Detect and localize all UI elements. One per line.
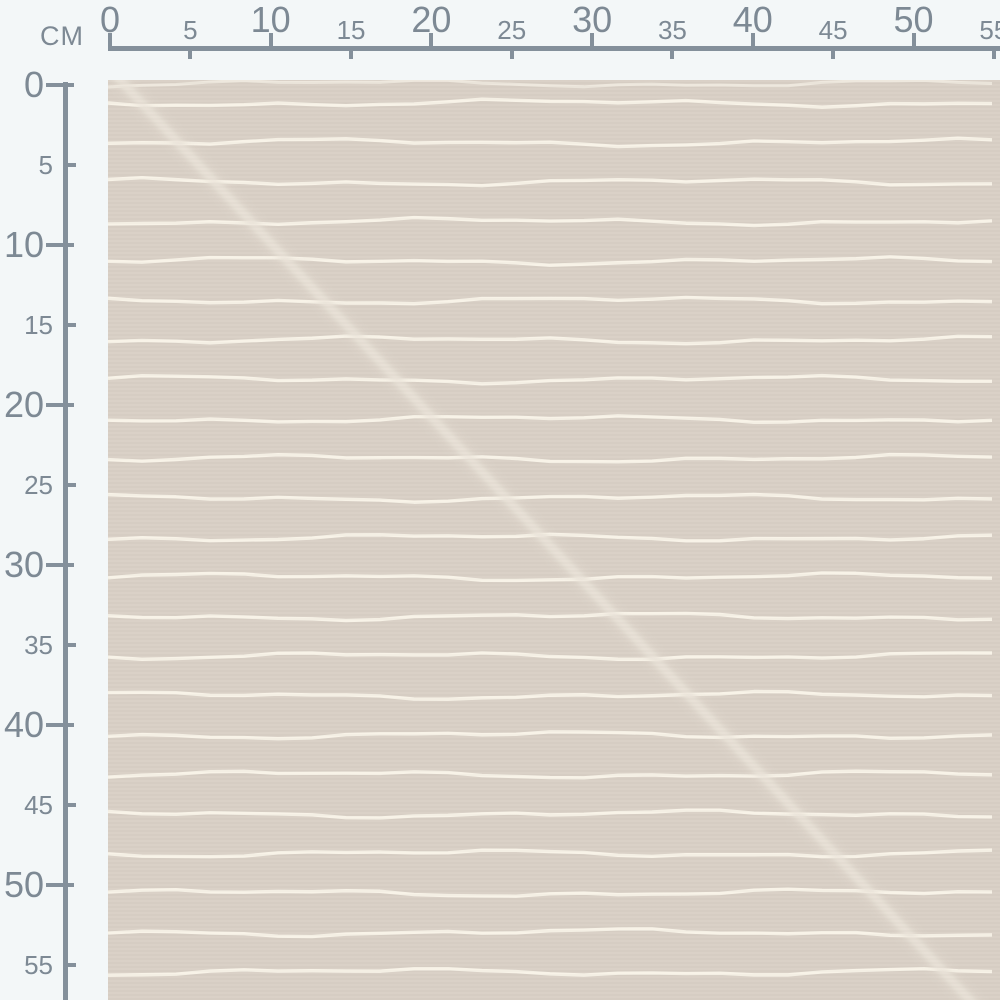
- v-ruler-minor-tick: [63, 483, 76, 487]
- v-ruler-label: 0: [23, 64, 44, 105]
- stripe-line: [108, 927, 993, 939]
- h-ruler-label: 30: [572, 0, 613, 40]
- v-ruler-label: 50: [3, 864, 44, 905]
- stripe-line: [108, 452, 993, 464]
- h-ruler-label: 15: [336, 15, 366, 45]
- fabric-stripe-pattern: [108, 80, 993, 1000]
- stripe-line: [108, 255, 993, 267]
- stripe-line: [108, 887, 993, 898]
- v-ruler-label: 55: [24, 950, 53, 980]
- h-ruler-label: 50: [893, 0, 934, 40]
- stripe-line: [108, 611, 993, 623]
- h-ruler-major-tick: [268, 33, 273, 51]
- fold-crease-line: [108, 80, 982, 1000]
- h-ruler-major-tick: [429, 33, 434, 51]
- stripe-line: [108, 295, 993, 306]
- v-ruler-label: 15: [24, 310, 53, 340]
- stripe-line: [108, 414, 993, 425]
- v-ruler-label: 20: [3, 384, 44, 425]
- fabric-swatch: [108, 80, 1000, 1000]
- h-ruler-minor-tick: [349, 46, 354, 59]
- h-ruler-label: 55: [979, 15, 1000, 45]
- v-ruler-label: 40: [3, 704, 44, 745]
- v-ruler-major-tick: [46, 243, 74, 247]
- h-ruler-major-tick: [590, 33, 595, 51]
- v-ruler-minor-tick: [63, 163, 76, 167]
- h-ruler-label: 45: [818, 15, 848, 45]
- v-ruler-minor-tick: [63, 803, 76, 807]
- v-ruler-label: 30: [3, 544, 44, 585]
- v-ruler-minor-tick: [63, 643, 76, 647]
- v-ruler-label: 5: [38, 150, 53, 180]
- h-ruler-major-tick: [911, 33, 916, 51]
- v-ruler-major-tick: [46, 883, 74, 887]
- h-ruler-minor-tick: [991, 46, 996, 59]
- v-ruler-major-tick: [46, 563, 74, 567]
- h-ruler-minor-tick: [670, 46, 675, 59]
- h-ruler-minor-tick: [831, 46, 836, 59]
- stripe-line: [108, 334, 993, 346]
- stripe-line: [108, 97, 993, 109]
- h-ruler-minor-tick: [509, 46, 514, 59]
- v-ruler-label: 10: [3, 224, 44, 265]
- stripe-line: [108, 651, 993, 662]
- stripe-line: [108, 689, 993, 701]
- h-ruler-label: 10: [250, 0, 291, 40]
- v-ruler-label: 45: [24, 790, 53, 820]
- v-ruler-minor-tick: [63, 323, 76, 327]
- stripe-line: [108, 848, 993, 859]
- stripe-line: [108, 176, 993, 188]
- stripe-line: [108, 769, 993, 780]
- v-ruler-major-tick: [46, 83, 74, 87]
- v-ruler-major-tick: [46, 403, 74, 407]
- ruler-unit-label: CM: [40, 21, 84, 51]
- stripe-line: [108, 373, 993, 386]
- h-ruler-label: 25: [497, 15, 527, 45]
- stripe-line: [108, 571, 993, 583]
- v-ruler-major-tick: [46, 723, 74, 727]
- horizontal-ruler-line: [108, 46, 1000, 51]
- stripe-line: [108, 492, 993, 504]
- stripe-line: [108, 730, 993, 741]
- vertical-ruler-line: [63, 82, 68, 1000]
- h-ruler-major-tick: [750, 33, 755, 51]
- stripe-line: [108, 808, 993, 820]
- h-ruler-label: 20: [411, 0, 452, 40]
- h-ruler-label: 40: [732, 0, 773, 40]
- stripe-line: [108, 136, 993, 149]
- v-ruler-label: 25: [24, 470, 53, 500]
- v-ruler-label: 35: [24, 630, 53, 660]
- stripe-line: [108, 966, 993, 977]
- h-ruler-minor-tick: [188, 46, 193, 59]
- h-ruler-major-tick: [108, 33, 112, 51]
- v-ruler-minor-tick: [63, 963, 76, 967]
- h-ruler-label: 5: [183, 15, 198, 45]
- h-ruler-label: 35: [657, 15, 687, 45]
